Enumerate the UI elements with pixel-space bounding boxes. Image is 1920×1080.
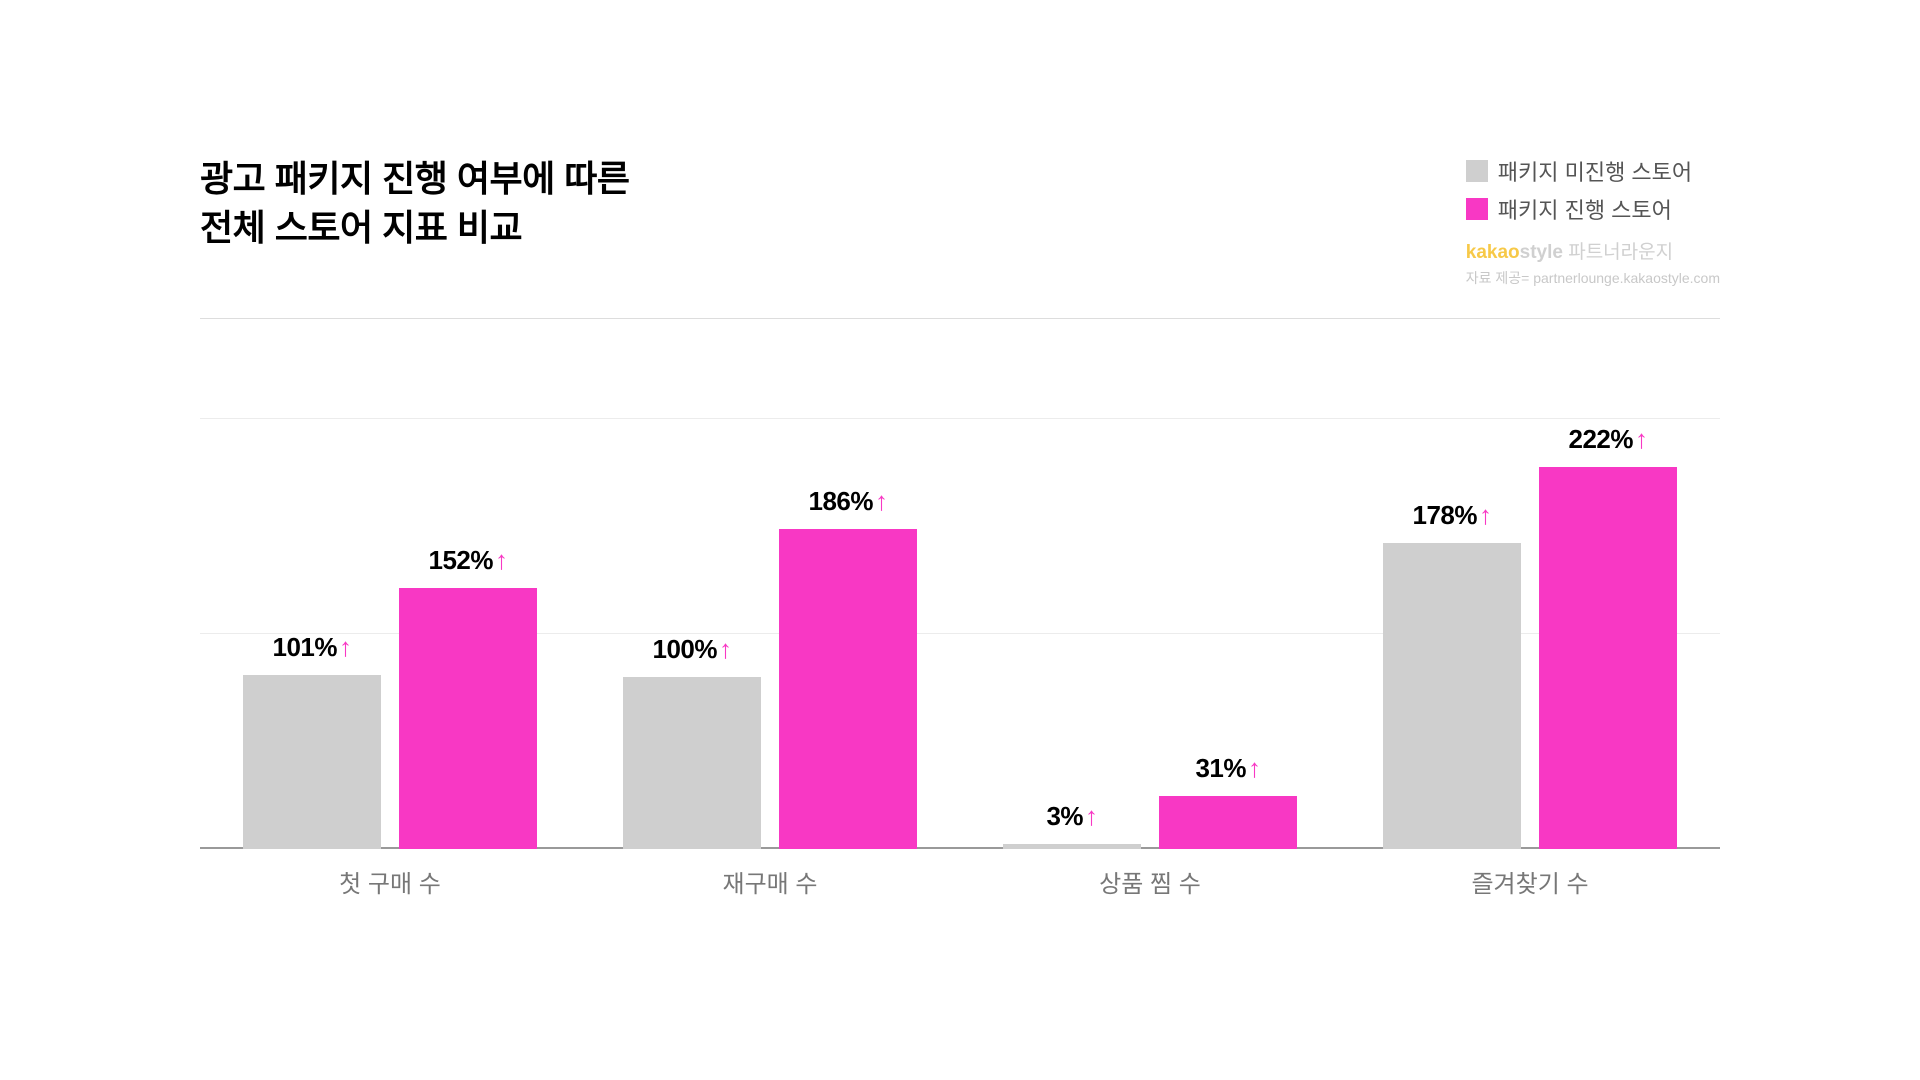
category-label: 재구매 수 (723, 864, 818, 899)
bar-value-label: 3%↑ (1046, 801, 1097, 832)
bar-value-label: 100%↑ (653, 634, 732, 665)
bar-pair: 101%↑152%↑ (243, 419, 537, 849)
category-label: 즐겨찾기 수 (1471, 864, 1588, 899)
brand-kakao: kakao (1466, 242, 1520, 263)
bar-value-label: 178%↑ (1413, 500, 1492, 531)
bar-group: 100%↑186%↑재구매 수 (580, 419, 960, 899)
bar-series-1 (1383, 543, 1521, 849)
bar-group: 3%↑ 31%↑ 상품 찜 수 (960, 419, 1340, 899)
header: 광고 패키지 진행 여부에 따른 전체 스토어 지표 비교 패키지 미진행 스토… (200, 155, 1720, 288)
legend-item-1: 패키지 미진행 스토어 (1466, 155, 1720, 187)
category-label: 첫 구매 수 (339, 864, 441, 899)
source-line: 자료 제공= partnerlounge.kakaostyle.com (1466, 268, 1720, 288)
bar-value-label: 31%↑ (1195, 753, 1260, 784)
bar-unit: 186%↑ (779, 529, 917, 849)
title-line-2: 전체 스토어 지표 비교 (200, 204, 629, 253)
chart-title: 광고 패키지 진행 여부에 따른 전체 스토어 지표 비교 (200, 155, 629, 252)
bar-value-label: 186%↑ (809, 486, 888, 517)
category-label: 상품 찜 수 (1099, 864, 1201, 899)
bar-pair: 100%↑186%↑ (623, 419, 917, 849)
bar-group: 101%↑152%↑첫 구매 수 (200, 419, 580, 899)
legend-label-2: 패키지 진행 스토어 (1498, 193, 1672, 225)
bar-value-label: 152%↑ (429, 545, 508, 576)
brand-style: style (1520, 242, 1563, 263)
bar-series-2 (779, 529, 917, 849)
brand-line: kakaostyle 파트너라운지 (1466, 237, 1720, 264)
bar-pair: 3%↑ 31%↑ (1003, 419, 1297, 849)
bar-unit: 178%↑ (1383, 543, 1521, 849)
bar-series-2 (399, 588, 537, 849)
bar-series-1 (623, 677, 761, 849)
bar-group: 178%↑222%↑즐겨찾기 수 (1340, 419, 1720, 899)
legend-label-1: 패키지 미진행 스토어 (1498, 155, 1692, 187)
chart-plot: 101%↑152%↑첫 구매 수100%↑186%↑재구매 수3%↑31%↑상품… (200, 419, 1720, 899)
bar-unit: 222%↑ (1539, 467, 1677, 849)
bar-pair: 178%↑222%↑ (1383, 419, 1677, 849)
bar-value-label: 101%↑ (273, 632, 352, 663)
brand-suffix: 파트너라운지 (1563, 242, 1673, 263)
bar-series-2 (1539, 467, 1677, 849)
legend: 패키지 미진행 스토어 패키지 진행 스토어 (1466, 155, 1720, 225)
header-divider (200, 318, 1720, 319)
bar-series-2 (1159, 796, 1297, 849)
bar-series-1 (243, 675, 381, 849)
bar-unit: 152%↑ (399, 588, 537, 849)
legend-swatch-1 (1466, 160, 1488, 182)
bar-series-1 (1003, 844, 1141, 849)
bar-unit: 101%↑ (243, 675, 381, 849)
legend-item-2: 패키지 진행 스토어 (1466, 193, 1720, 225)
bar-unit: 3%↑ (1003, 844, 1141, 849)
bar-groups: 101%↑152%↑첫 구매 수100%↑186%↑재구매 수3%↑31%↑상품… (200, 419, 1720, 899)
bar-unit: 31%↑ (1159, 796, 1297, 849)
title-line-1: 광고 패키지 진행 여부에 따른 (200, 155, 629, 204)
bar-unit: 100%↑ (623, 677, 761, 849)
bar-value-label: 222%↑ (1569, 424, 1648, 455)
chart-container: 광고 패키지 진행 여부에 따른 전체 스토어 지표 비교 패키지 미진행 스토… (0, 0, 1920, 999)
header-right: 패키지 미진행 스토어 패키지 진행 스토어 kakaostyle 파트너라운지… (1466, 155, 1720, 288)
legend-swatch-2 (1466, 198, 1488, 220)
